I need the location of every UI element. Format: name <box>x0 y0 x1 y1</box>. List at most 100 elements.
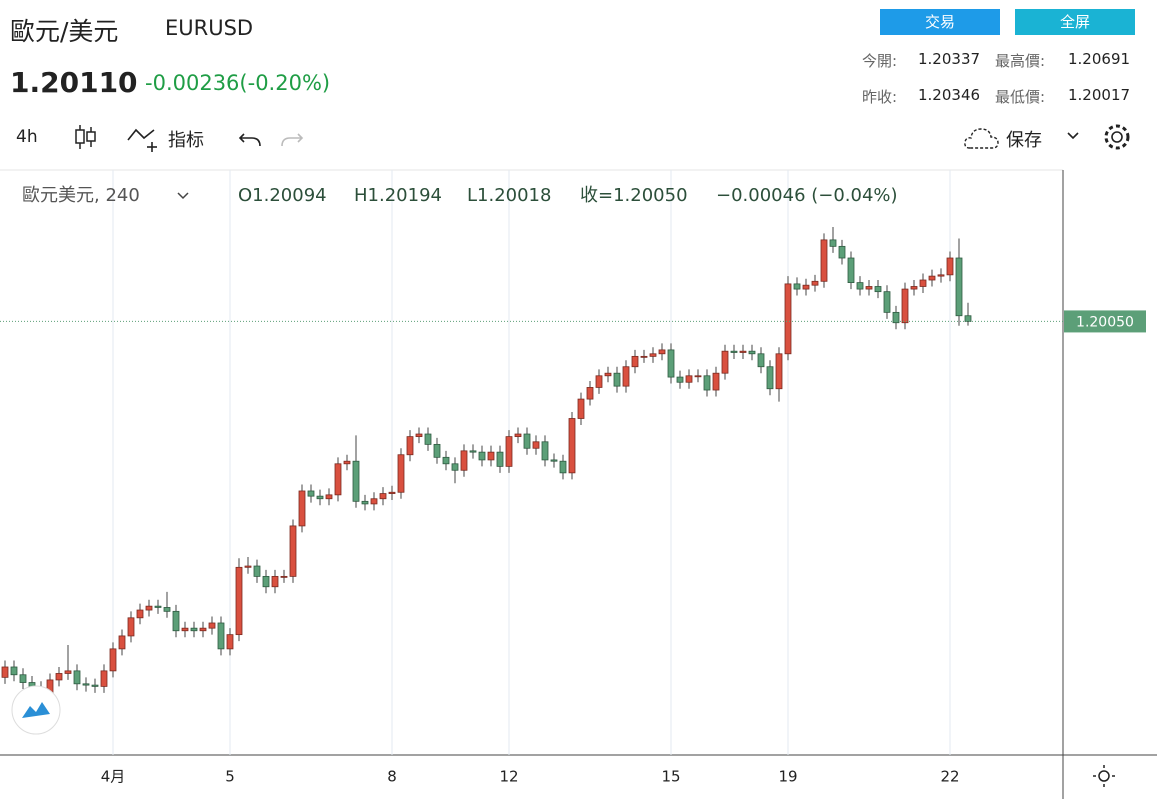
candle-body <box>676 376 684 383</box>
candle-body <box>442 456 450 465</box>
candle-body <box>631 355 639 368</box>
candle-body <box>469 450 477 453</box>
price-change: -0.00236(-0.20%) <box>145 71 331 95</box>
x-tick-label: 8 <box>387 768 397 786</box>
candle-body <box>730 350 738 353</box>
cloud-icon[interactable] <box>962 124 1002 152</box>
candle-body <box>586 387 594 400</box>
candle-body <box>289 525 297 577</box>
candle-body <box>937 274 945 277</box>
last-price-box <box>1064 310 1146 333</box>
candle-body <box>262 575 270 588</box>
candle-body <box>604 372 612 377</box>
candle-body <box>892 311 900 324</box>
x-tick-label: 15 <box>661 768 680 786</box>
candle-body <box>82 683 90 686</box>
candle-body <box>208 622 216 629</box>
indicators-label[interactable]: 指标 <box>168 130 204 151</box>
candle-body <box>505 436 513 467</box>
trade-button[interactable]: 交易 <box>880 9 1000 35</box>
candle-body <box>253 565 261 577</box>
candle-body <box>352 460 360 502</box>
fullscreen-button[interactable]: 全屏 <box>1015 9 1135 35</box>
candle-body <box>640 355 648 358</box>
candle-body <box>748 350 756 355</box>
stat-value: 1.20346 <box>918 86 981 104</box>
undo-redo[interactable] <box>238 126 308 150</box>
candle-body <box>496 451 504 467</box>
last-price-label: 1.20050 <box>1076 314 1134 330</box>
candle-body <box>829 239 837 247</box>
legend-chevron[interactable] <box>177 192 189 200</box>
x-tick-label: 5 <box>225 768 235 786</box>
candle-body <box>424 433 432 445</box>
candle-body <box>703 375 711 391</box>
candle-body <box>406 436 414 456</box>
candle-body <box>370 498 378 505</box>
indicator-icon[interactable] <box>126 124 162 152</box>
candle-body <box>802 284 810 290</box>
candle-body <box>712 372 720 391</box>
candle-body <box>361 500 369 505</box>
candle-body <box>685 375 693 383</box>
candle-body <box>595 375 603 388</box>
candle-body <box>451 463 459 471</box>
candle-body <box>856 282 864 290</box>
candle-body <box>541 441 549 461</box>
x-tick-label: 12 <box>499 768 518 786</box>
candle-body <box>721 350 729 374</box>
candle-body <box>316 495 324 500</box>
candle-body <box>955 257 963 317</box>
candle-body <box>811 280 819 286</box>
candle-body <box>235 566 243 636</box>
stat-value: 1.20691 <box>1068 50 1131 68</box>
candle-body <box>928 275 936 281</box>
candle-body <box>280 575 288 578</box>
candle-body <box>532 441 540 449</box>
x-tick-label: 19 <box>778 768 797 786</box>
title: 歐元/美元 <box>10 17 119 46</box>
stat-label: 昨收: <box>862 88 898 106</box>
candle-body <box>757 353 765 368</box>
candle-body <box>901 288 909 324</box>
last-price-tag: 1.20050 <box>1064 310 1146 333</box>
candle-body <box>946 257 954 276</box>
candle-body <box>334 463 342 496</box>
candle-body <box>73 670 81 685</box>
candle-body <box>667 349 675 378</box>
stat-label: 最低價: <box>995 88 1046 106</box>
candle-body <box>172 610 180 632</box>
candle-body <box>325 494 333 500</box>
candle-body <box>649 353 657 357</box>
candle-body <box>298 490 306 527</box>
candle-body <box>577 398 585 419</box>
candle-body <box>10 666 18 676</box>
x-tick-label: 4月 <box>101 768 126 786</box>
candle-body <box>433 443 441 458</box>
save-label[interactable]: 保存 <box>1006 130 1042 151</box>
candle-body <box>271 575 279 588</box>
candle-body <box>190 627 198 632</box>
candle-body <box>514 433 522 438</box>
candle-icon[interactable] <box>72 122 98 152</box>
legend-open: O1.20094 <box>238 185 327 206</box>
chevron[interactable] <box>1066 130 1080 142</box>
legend-high: H1.20194 <box>354 185 442 206</box>
candle-body <box>343 460 351 465</box>
legend-change: −0.00046 (−0.04%) <box>716 185 898 206</box>
candle-body <box>613 372 621 387</box>
candle-body <box>181 627 189 632</box>
candle-body <box>883 291 891 313</box>
stat-value: 1.20017 <box>1068 86 1131 104</box>
sun-icon[interactable] <box>1093 765 1115 787</box>
candle-body <box>1 666 9 678</box>
settings-icon[interactable] <box>1101 121 1133 153</box>
interval[interactable]: 4h <box>16 127 38 147</box>
candle-body <box>19 674 27 683</box>
candle-body <box>226 634 234 650</box>
candle-body <box>847 257 855 283</box>
candle-body <box>379 493 387 500</box>
candle-body <box>820 239 828 282</box>
